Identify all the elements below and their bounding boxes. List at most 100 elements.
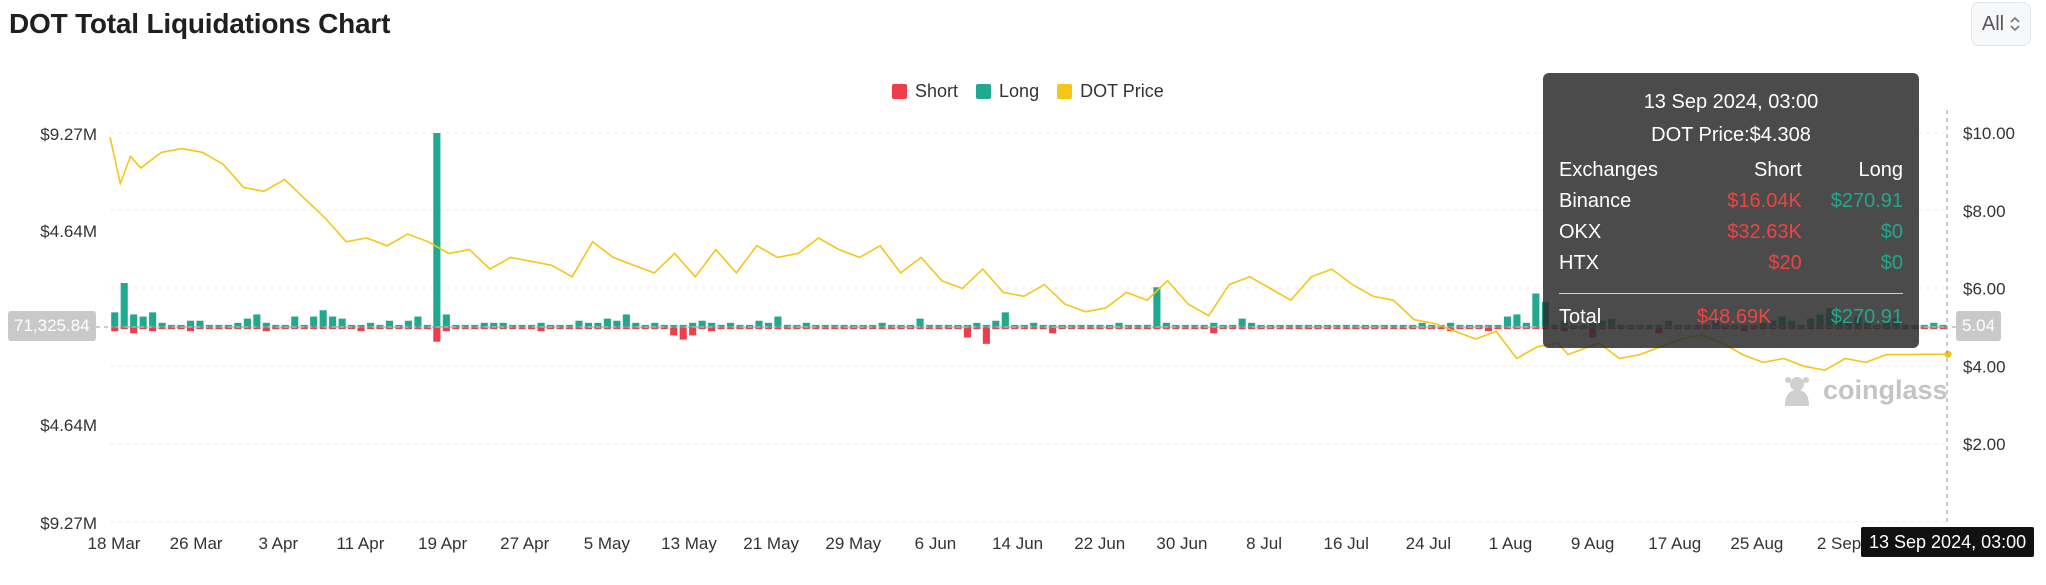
long-bar	[1371, 324, 1379, 327]
short-bar	[594, 327, 602, 330]
long-bar	[414, 316, 422, 327]
tooltip-short-value: $20	[1768, 252, 1802, 274]
short-bar	[1333, 327, 1341, 330]
legend-swatch-short	[892, 83, 907, 99]
x-tick-label: 25 Aug	[1730, 534, 1783, 553]
short-bar	[1342, 327, 1350, 330]
long-bar	[869, 324, 877, 327]
long-bar	[1285, 324, 1294, 327]
long-bar	[518, 324, 526, 327]
short-bar	[376, 327, 384, 330]
long-bar	[1418, 322, 1426, 327]
short-bar	[490, 327, 498, 330]
watermark-text: coinglass	[1823, 374, 1948, 405]
tooltip-long-value: $270.91	[1830, 190, 1903, 212]
tooltip-total-long: $270.91	[1830, 306, 1903, 328]
long-bar	[1068, 324, 1076, 327]
long-bar	[1494, 324, 1502, 327]
short-bar	[196, 327, 204, 330]
legend-label-price: DOT Price	[1080, 80, 1164, 101]
long-bar	[821, 324, 829, 327]
x-tick-label: 14 Jun	[992, 534, 1043, 553]
long-bar	[471, 324, 479, 327]
long-bar	[944, 324, 953, 327]
short-bar	[480, 327, 488, 330]
short-bar	[764, 327, 773, 330]
short-bar	[859, 327, 867, 330]
short-bar	[338, 327, 346, 330]
short-bar	[357, 327, 365, 332]
long-bar	[831, 324, 839, 327]
long-bar	[376, 324, 384, 327]
x-tick-label: 5 May	[584, 534, 631, 553]
tooltip-total-label: Total	[1559, 306, 1602, 328]
legend-item-short[interactable]: Short	[892, 80, 958, 102]
tooltip-header-exchanges: Exchanges	[1559, 159, 1658, 181]
short-bar	[670, 327, 678, 336]
long-bar	[1257, 324, 1265, 327]
time-range-value: All	[1981, 12, 2005, 35]
short-bar	[632, 327, 640, 330]
long-bar	[1314, 324, 1322, 327]
long-bar	[1229, 324, 1237, 327]
y-left-tick-label: $9.27M	[40, 514, 97, 533]
short-bar	[1238, 327, 1246, 330]
legend-item-price[interactable]: DOT Price	[1057, 80, 1164, 102]
long-bar	[1390, 324, 1398, 327]
x-tick-label: 1 Aug	[1489, 534, 1533, 553]
x-tick-label: 21 May	[743, 534, 799, 553]
long-bar	[1447, 322, 1455, 327]
long-bar	[1238, 318, 1246, 327]
short-bar	[509, 327, 517, 330]
long-bar	[575, 320, 583, 327]
long-bar	[528, 324, 536, 327]
short-bar	[1049, 327, 1057, 334]
y-right-tick-label: $10.00	[1963, 124, 2015, 143]
long-bar	[1020, 324, 1028, 327]
x-tick-label: 24 Jul	[1406, 534, 1451, 553]
x-tick-label: 8 Jul	[1246, 534, 1282, 553]
short-bar	[774, 327, 782, 330]
x-tick-label: 26 Mar	[170, 534, 223, 553]
short-bar	[660, 327, 668, 330]
short-bar	[679, 327, 687, 340]
tooltip-header-short: Short	[1753, 159, 1802, 181]
tooltip-divider	[1559, 293, 1903, 294]
long-bar	[234, 322, 242, 327]
short-bar	[395, 327, 403, 330]
long-bar	[679, 324, 687, 327]
long-bar	[177, 324, 185, 327]
long-bar	[281, 324, 289, 327]
short-bar	[1323, 327, 1331, 330]
long-bar	[1342, 324, 1350, 327]
long-bar	[1219, 324, 1227, 327]
short-bar	[186, 327, 195, 332]
tooltip-short-value: $16.04K	[1727, 190, 1802, 212]
legend-item-long[interactable]: Long	[976, 80, 1039, 102]
long-bar	[1333, 324, 1341, 327]
long-bar	[253, 314, 261, 327]
chart-tooltip: 13 Sep 2024, 03:00 DOT Price:$4.308 Exch…	[1543, 73, 1919, 348]
long-bar	[1049, 324, 1057, 327]
long-bar	[1267, 324, 1275, 327]
long-bar	[319, 310, 327, 327]
x-tick-label: 18 Mar	[88, 534, 141, 553]
legend-swatch-long	[976, 83, 992, 99]
short-bar	[698, 327, 706, 330]
long-bar	[158, 322, 166, 327]
long-bar	[357, 324, 365, 327]
time-range-select[interactable]: All	[1971, 2, 2031, 46]
short-bar	[1428, 327, 1436, 330]
short-bar	[1229, 327, 1237, 330]
legend-label-short: Short	[915, 80, 959, 101]
tooltip-header-long: Long	[1858, 159, 1904, 181]
x-tick-label: 6 Jun	[915, 534, 957, 553]
long-bar	[452, 324, 460, 327]
long-bar	[1096, 324, 1104, 327]
short-bar	[954, 327, 962, 330]
long-bar	[1513, 314, 1521, 327]
long-bar	[1304, 324, 1313, 327]
long-bar	[1162, 322, 1170, 327]
long-bar	[878, 322, 886, 327]
short-bar	[262, 327, 270, 332]
